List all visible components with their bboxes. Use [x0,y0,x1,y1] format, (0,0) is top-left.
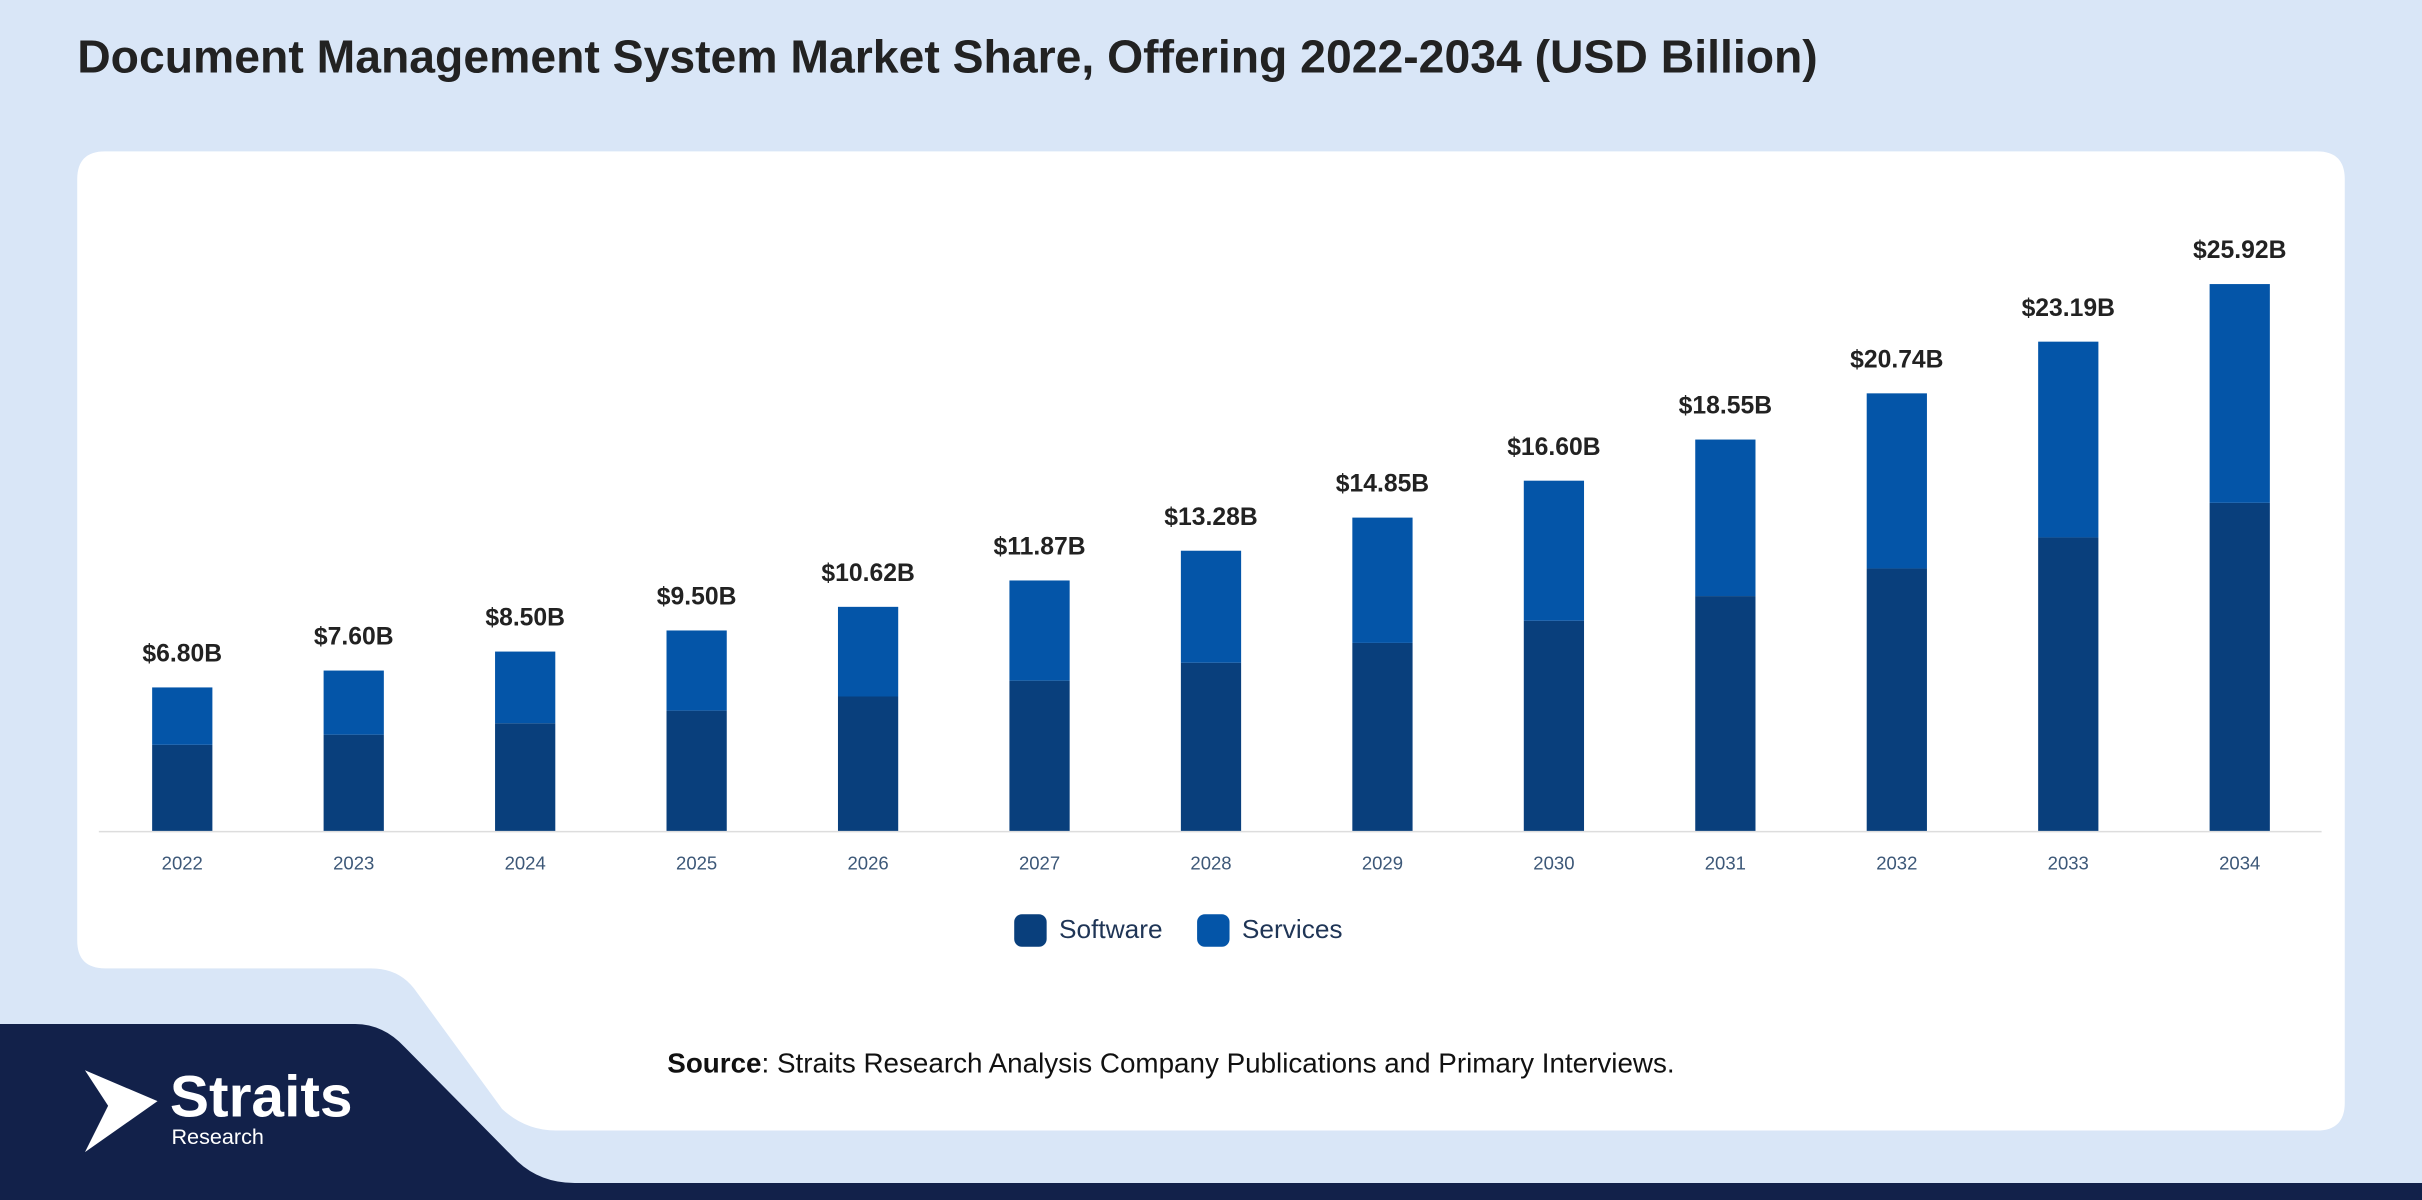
total-label: $18.55B [1679,393,1772,420]
logo-sub: Research [171,1124,263,1149]
bar-segment [1009,680,1070,831]
bar-segment [2209,284,2270,503]
bar-segment [1523,620,1585,831]
bar-segment [1866,568,1927,831]
x-tick-label: 2034 [2219,853,2260,874]
total-label: $14.85B [1336,471,1429,498]
x-tick-label: 2029 [1362,853,1403,874]
bar-segment [1180,662,1242,831]
total-label: $10.62B [821,560,914,587]
bar-segment [1009,580,1070,681]
total-label: $8.50B [485,605,565,632]
footer-band [0,1023,2422,1200]
bar-segment [837,696,899,831]
x-tick-label: 2024 [505,853,546,874]
source-note: Source: Straits Research Analysis Compan… [667,1048,1674,1079]
bar-segment [666,630,727,711]
bar-segment [2038,537,2099,831]
total-label: $11.87B [994,534,1086,561]
x-tick-label: 2032 [1876,853,1917,874]
bar-segment [1180,550,1242,663]
bar-segment [666,710,727,831]
x-tick-label: 2031 [1705,853,1746,874]
bar-segment [323,734,384,831]
bar-segment [1352,642,1413,831]
source-label: Source [667,1048,761,1079]
total-label: $20.74B [1850,346,1943,373]
x-tick-label: 2026 [847,853,888,874]
x-tick-label: 2023 [333,853,374,874]
x-tick-label: 2022 [162,853,203,874]
bar-segment [152,687,213,745]
logo-icon [84,1070,158,1153]
legend-swatch [1014,914,1047,947]
bar-segment [1695,439,1756,597]
source-text: : Straits Research Analysis Company Publ… [762,1048,1675,1079]
total-label: $25.92B [2193,237,2286,264]
bar-segment [2209,502,2270,831]
bar-segment [495,651,556,724]
bar-segment [152,744,213,831]
bar-segment [495,723,556,831]
bar-segment [1695,596,1756,831]
bar-segment [2038,341,2099,538]
bar-segment [1866,393,1927,569]
bar-segment [837,606,899,697]
legend-label: Services [1242,914,1343,944]
chart-title: Document Management System Market Share,… [77,30,1817,82]
bar-segment [1352,517,1413,643]
x-tick-label: 2027 [1019,853,1060,874]
x-tick-label: 2030 [1533,853,1574,874]
x-tick-label: 2028 [1190,853,1231,874]
total-label: $6.80B [142,641,222,668]
total-label: $9.50B [657,584,737,611]
total-label: $23.19B [2022,295,2115,322]
logo-name: Straits [170,1065,353,1130]
bar-segment [1523,480,1585,621]
x-tick-label: 2025 [676,853,717,874]
x-tick-label: 2033 [2048,853,2089,874]
legend-swatch [1197,914,1230,947]
total-label: $16.60B [1507,434,1600,461]
total-label: $13.28B [1164,504,1257,531]
legend-label: Software [1059,914,1163,944]
total-label: $7.60B [314,624,394,651]
bar-segment [323,670,384,735]
